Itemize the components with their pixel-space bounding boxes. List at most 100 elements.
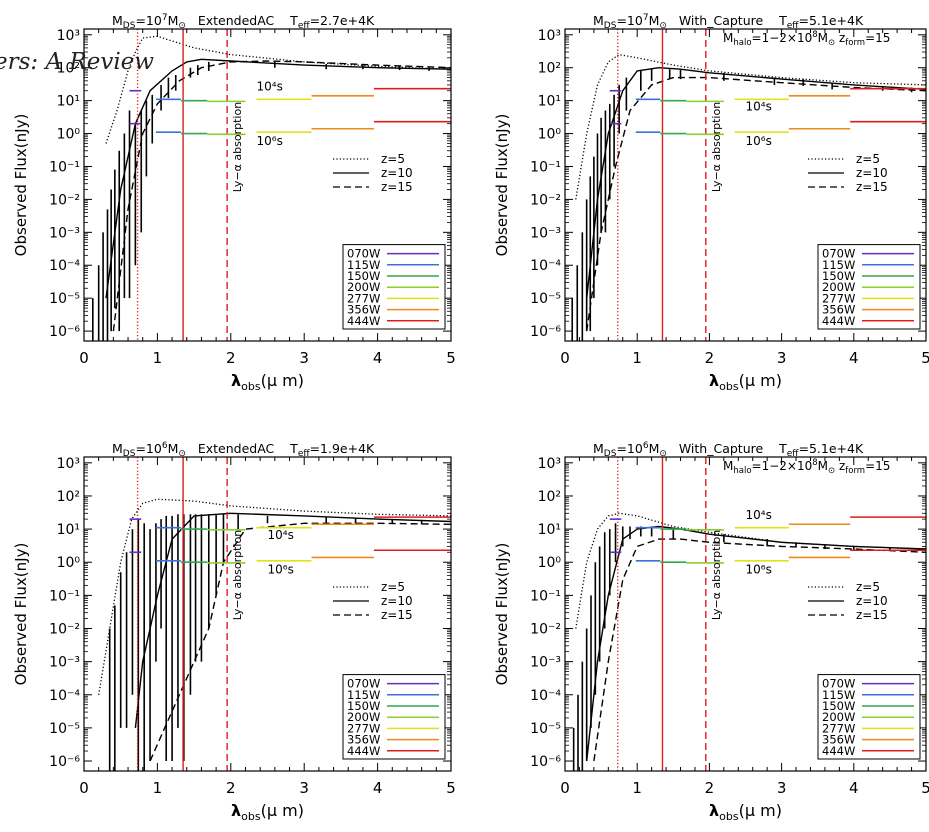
x-tick-label: 2 — [705, 349, 715, 367]
legend-label-z15: z=15 — [856, 608, 888, 622]
filter-legend-label-277W: 277W — [347, 721, 380, 735]
x-axis-label: λobs(μ m) — [709, 371, 782, 393]
x-tick-label: 0 — [560, 349, 570, 367]
y-tick-label: 10⁻¹ — [49, 159, 80, 175]
y-tick-label: 10⁻² — [49, 621, 80, 637]
filter-legend-label-150W: 150W — [347, 699, 380, 713]
y-tick-label: 10⁻¹ — [530, 159, 561, 175]
x-axis-label: λobs(μ m) — [231, 801, 304, 823]
x-tick-label: 0 — [79, 349, 89, 367]
label-1e4s: 10⁴s — [746, 100, 772, 114]
y-tick-label: 10³ — [57, 456, 80, 472]
x-tick-label: 3 — [299, 349, 309, 367]
y-tick-label: 10⁻⁴ — [530, 258, 561, 274]
x-tick-label: 4 — [849, 779, 859, 797]
y-tick-label: 10¹ — [538, 94, 561, 110]
label-1e6s: 10⁶s — [256, 134, 282, 148]
y-tick-label: 10⁻¹ — [530, 588, 561, 604]
y-axis-label: Observed Flux(nJy) — [12, 114, 30, 257]
filter-legend-label-200W: 200W — [347, 280, 380, 294]
x-axis-label: λobs(μ m) — [709, 801, 782, 823]
chart-panel-2: MDS=107M⊙ With_Capture Teff=5.1e+4KMhalo… — [493, 13, 929, 393]
y-tick-label: 10⁻² — [49, 192, 80, 208]
y-tick-label: 10⁻⁵ — [49, 291, 80, 307]
filter-legend-label-444W: 444W — [822, 314, 855, 328]
lya-absorption-label: Ly−α absorption — [231, 102, 244, 192]
plot-area — [571, 29, 926, 341]
legend-label-z5: z=5 — [856, 580, 880, 594]
lya-absorption-label: Ly−α absorption — [231, 530, 244, 620]
y-tick-label: 10⁻⁶ — [49, 324, 80, 340]
plot-area — [572, 457, 926, 771]
filter-legend-label-356W: 356W — [347, 733, 380, 747]
halo-annotation: Mhalo=1−2×108M⊙ zform=15 — [723, 30, 890, 48]
series-z5 — [98, 498, 451, 695]
y-axis-label: Observed Flux(nJy) — [493, 114, 511, 257]
y-tick-label: 10⁰ — [57, 555, 81, 571]
filter-legend-label-200W: 200W — [822, 280, 855, 294]
y-tick-label: 10² — [538, 489, 561, 505]
x-tick-label: 2 — [226, 779, 236, 797]
filter-legend-label-444W: 444W — [822, 744, 855, 758]
x-tick-label: 3 — [777, 349, 787, 367]
filter-legend-label-070W: 070W — [822, 677, 855, 691]
filter-legend-label-150W: 150W — [347, 269, 380, 283]
label-1e6s: 10⁶s — [746, 563, 772, 577]
y-tick-label: 10⁻⁵ — [49, 721, 80, 737]
y-tick-label: 10⁻⁵ — [530, 291, 561, 307]
halo-annotation: Mhalo=1−2×108M⊙ zform=15 — [723, 458, 890, 476]
chart-panel-3: MDS=106M⊙ ExtendedAC Teff=1.9e+4K 10⁴s 10⁶… — [12, 441, 456, 823]
y-tick-label: 10³ — [538, 28, 561, 44]
y-tick-label: 10¹ — [538, 522, 561, 538]
y-tick-label: 10⁻¹ — [49, 588, 80, 604]
y-tick-label: 10⁻² — [530, 621, 561, 637]
lya-absorption-label: Ly−α absorption — [710, 530, 723, 620]
y-tick-label: 10⁻⁴ — [49, 688, 80, 704]
lya-absorption-label: Ly−α absorption — [710, 102, 723, 192]
filter-legend-label-070W: 070W — [347, 677, 380, 691]
x-tick-label: 4 — [373, 349, 383, 367]
filter-legend-label-115W: 115W — [822, 258, 855, 272]
y-tick-label: 10⁻⁶ — [530, 754, 561, 770]
x-tick-label: 5 — [921, 779, 929, 797]
y-tick-label: 10⁻³ — [49, 225, 80, 241]
chart-panel-1: MDS=107M⊙ ExtendedAC Teff=2.7e+4K 10⁴s 10⁶… — [12, 13, 456, 393]
filter-legend-label-356W: 356W — [347, 303, 380, 317]
y-tick-label: 10⁻⁴ — [49, 258, 80, 274]
series-z10 — [105, 58, 451, 299]
filter-legend-label-070W: 070W — [347, 247, 380, 261]
x-tick-label: 0 — [79, 779, 89, 797]
series-z5 — [575, 53, 926, 200]
series-z10 — [586, 66, 926, 299]
x-tick-label: 5 — [921, 349, 929, 367]
filter-legend-label-277W: 277W — [347, 291, 380, 305]
legend-label-z15: z=15 — [381, 608, 413, 622]
y-tick-label: 10⁻³ — [530, 655, 561, 671]
filter-legend-label-444W: 444W — [347, 744, 380, 758]
x-tick-label: 1 — [632, 779, 642, 797]
page-banner-text: ers: A Review — [0, 49, 154, 75]
y-tick-label: 10² — [57, 61, 80, 77]
x-tick-label: 1 — [632, 349, 642, 367]
filter-legend-label-356W: 356W — [822, 733, 855, 747]
filter-legend-label-277W: 277W — [822, 721, 855, 735]
y-tick-label: 10¹ — [57, 94, 80, 110]
label-1e4s: 10⁴s — [746, 508, 772, 522]
y-tick-label: 10⁻⁵ — [530, 721, 561, 737]
y-tick-label: 10⁻² — [530, 192, 561, 208]
chart-panel-4: MDS=106M⊙ With_Capture Teff=5.1e+4KMhalo… — [493, 441, 929, 823]
y-tick-label: 10³ — [538, 456, 561, 472]
x-tick-label: 5 — [446, 349, 456, 367]
series-z15 — [112, 60, 451, 332]
x-tick-label: 2 — [705, 779, 715, 797]
y-tick-label: 10⁻³ — [49, 655, 80, 671]
x-tick-label: 2 — [226, 349, 236, 367]
axes-frame — [83, 456, 452, 772]
filter-legend-label-356W: 356W — [822, 303, 855, 317]
label-1e6s: 10⁶s — [746, 134, 772, 148]
legend-label-z10: z=10 — [856, 166, 888, 180]
legend-label-z5: z=5 — [856, 152, 880, 166]
axes-frame — [83, 28, 452, 342]
x-tick-label: 4 — [373, 779, 383, 797]
